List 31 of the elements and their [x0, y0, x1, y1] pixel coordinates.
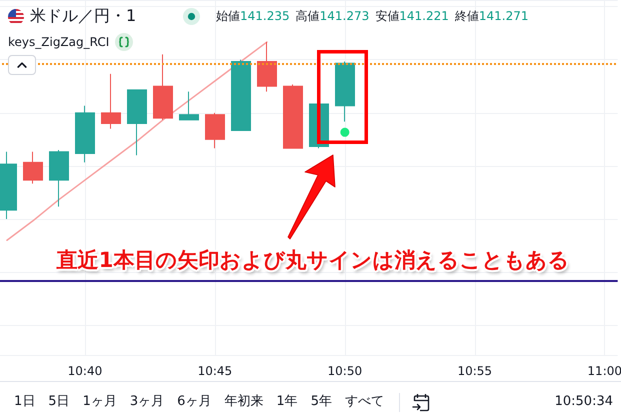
candlestick — [256, 42, 276, 92]
chart-title: 米ドル／円・1 — [30, 5, 136, 27]
candlestick — [178, 91, 198, 120]
text: 1年 — [276, 393, 298, 411]
candlestick — [204, 112, 224, 149]
candlestick — [152, 54, 172, 120]
x-tick-label: 10:55 — [456, 364, 492, 378]
text: 6ヶ月 — [177, 393, 212, 411]
x-tick-label: 10:45 — [197, 364, 232, 378]
candlestick — [126, 89, 146, 156]
chart-subtitle: 始値141.235 高値141.273 安値141.221 終値141.271 — [216, 9, 528, 23]
x-tick-label: 10:40 — [67, 364, 102, 378]
text: 直近1本目の矢印および丸サインは消えることもある — [56, 247, 570, 274]
text: 5年 — [310, 393, 332, 411]
candlestick — [22, 151, 42, 184]
annotation: keys_ZigZag_RCI — [8, 34, 110, 51]
candlestick — [48, 149, 68, 208]
text: 3ヶ月 — [130, 393, 164, 411]
candlestick — [230, 59, 250, 132]
candlestick — [334, 61, 354, 122]
x-tick-label: 11:00 — [586, 364, 621, 378]
candlestick — [100, 73, 120, 130]
candlestick — [282, 84, 302, 149]
candlestick — [74, 105, 94, 163]
text: 5日 — [48, 393, 70, 411]
text: すべて — [344, 393, 384, 411]
text: 1ヶ月 — [82, 393, 117, 411]
text: 年初来 — [224, 393, 264, 411]
text: 10:50:34 — [554, 393, 613, 411]
text: 1日 — [14, 393, 36, 411]
x-tick-label: 10:50 — [327, 364, 362, 378]
